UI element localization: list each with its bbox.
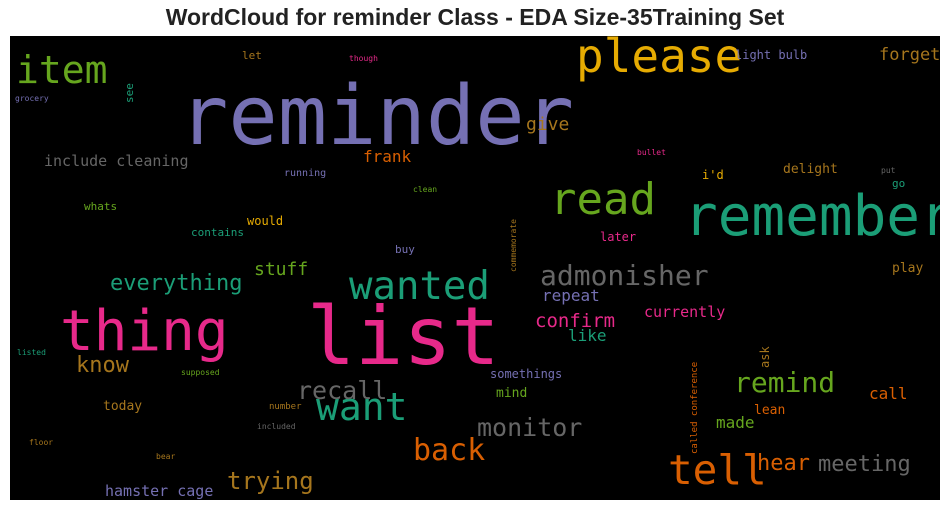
- word-let: let: [242, 49, 262, 62]
- word-included: included: [257, 422, 296, 431]
- wordcloud-svg: reminder list remember thing please read tell w…: [15, 36, 940, 500]
- word-light-bulb: light bulb: [735, 48, 807, 62]
- word-see: see: [123, 83, 136, 103]
- word-ask: ask: [758, 346, 772, 368]
- word-contains: contains: [191, 226, 244, 239]
- word-lean: lean: [754, 403, 785, 418]
- word-buy: buy: [395, 243, 415, 256]
- word-forget: forget: [879, 45, 940, 65]
- word-delight: delight: [783, 162, 838, 177]
- word-read: read: [550, 174, 656, 225]
- word-list: list: [307, 290, 500, 383]
- word-number: number: [269, 402, 302, 412]
- word-clean: clean: [413, 185, 437, 194]
- word-remember: remember: [684, 184, 940, 249]
- word-hamster-cage: hamster cage: [105, 482, 213, 500]
- word-currently: currently: [644, 303, 725, 321]
- word-repeat: repeat: [542, 286, 600, 305]
- word-include-cleaning: include cleaning: [44, 152, 189, 170]
- word-admonisher: admonisher: [540, 259, 709, 292]
- word-frank: frank: [363, 147, 412, 166]
- word-somethings: somethings: [490, 367, 562, 381]
- word-want: want: [316, 385, 408, 429]
- word-thing: thing: [60, 299, 229, 364]
- chart-title: WordCloud for reminder Class - EDA Size-…: [165, 4, 785, 30]
- word-confirm: confirm: [535, 310, 615, 332]
- word-though: though: [349, 54, 378, 63]
- word-stuff: stuff: [254, 259, 308, 280]
- word-whats: whats: [84, 200, 117, 213]
- word-wanted: wanted: [349, 264, 490, 309]
- wordcloud-canvas: reminder list remember thing please read tell w…: [10, 36, 940, 500]
- word-everything: everything: [110, 271, 242, 296]
- word-give: give: [526, 114, 569, 135]
- word-supposed: supposed: [181, 368, 220, 377]
- word-meeting: meeting: [818, 452, 911, 477]
- word-made: made: [716, 413, 755, 432]
- word-listed: listed: [17, 348, 46, 357]
- word-grocery: grocery: [15, 94, 49, 103]
- word-remind: remind: [734, 366, 835, 399]
- word-bullet: bullet: [637, 148, 666, 157]
- word-i-d: i'd: [702, 168, 724, 182]
- word-play: play: [892, 261, 923, 276]
- word-floor: floor: [29, 438, 53, 447]
- word-bear: bear: [156, 452, 175, 461]
- word-trying: trying: [227, 467, 314, 495]
- word-like: like: [568, 326, 607, 345]
- word-later: later: [600, 230, 636, 244]
- word-running: running: [284, 168, 326, 179]
- word-recall: recall: [297, 376, 387, 405]
- word-today: today: [103, 399, 142, 414]
- word-commemorate: commemorate: [509, 219, 518, 272]
- word-know: know: [76, 353, 130, 378]
- word-tell: tell: [668, 446, 767, 494]
- word-reminder: reminder: [179, 69, 574, 164]
- word-back: back: [413, 433, 485, 468]
- word-called-conference: called conference: [690, 362, 700, 454]
- word-please: please: [576, 36, 742, 83]
- word-put: put: [881, 166, 896, 175]
- word-call: call: [869, 384, 908, 403]
- word-item: item: [16, 48, 108, 92]
- word-mind: mind: [496, 386, 527, 401]
- word-would: would: [247, 214, 283, 228]
- word-monitor: monitor: [477, 413, 582, 442]
- word-hear: hear: [757, 451, 810, 476]
- word-go: go: [892, 177, 905, 190]
